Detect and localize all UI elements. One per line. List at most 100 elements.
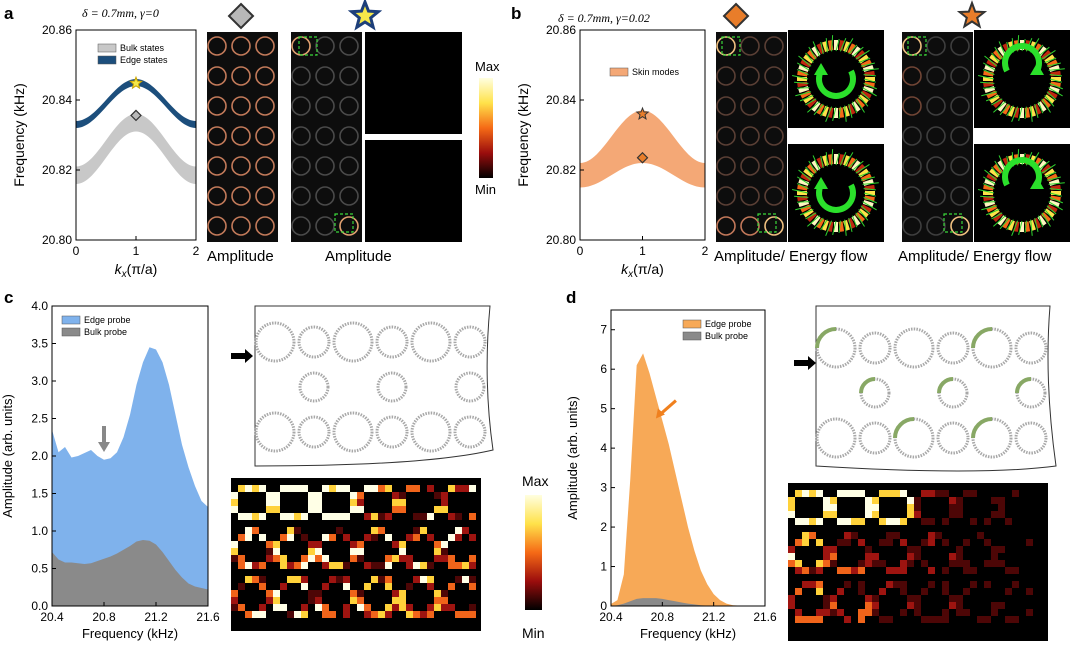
heat-cell [238, 583, 245, 590]
heat-cell [809, 532, 816, 539]
energy-flow-vector [862, 87, 877, 97]
heat-cell [795, 560, 802, 567]
heat-cell [301, 583, 308, 590]
heat-cell [907, 560, 914, 567]
skin-mode-arc [971, 327, 993, 349]
energy-flow-vector [858, 57, 871, 64]
y-tick-label: 6 [600, 362, 607, 376]
energy-flow-vector [1046, 91, 1057, 101]
heat-cell [301, 562, 308, 569]
energy-flow-vector [858, 171, 871, 178]
heat-cell [900, 518, 907, 525]
energy-flow-vector [794, 81, 809, 84]
energy-flow-vector [805, 212, 817, 220]
heat-cell [406, 555, 413, 562]
resonator-ring [339, 156, 359, 176]
heat-cell [844, 539, 851, 546]
ring-segment [822, 219, 829, 231]
resonator-ring [231, 66, 251, 86]
heat-cell [245, 527, 252, 534]
resonator-ring [764, 156, 784, 176]
resonator-ring [231, 156, 251, 176]
series-bulk-probe [611, 598, 765, 606]
resonator-ring [315, 216, 335, 236]
ring-segment [989, 54, 1000, 64]
heat-cell [956, 602, 963, 609]
lattice-ring [893, 417, 935, 459]
heat-cell [858, 490, 865, 497]
heat-cell [462, 562, 469, 569]
ring-segment [798, 179, 810, 186]
heat-cell [273, 499, 280, 506]
down-arrow-icon [98, 426, 110, 452]
energy-flow-vector [820, 219, 828, 231]
heat-cell [809, 581, 816, 588]
energy-flow-vector [985, 208, 1000, 216]
heat-cell [434, 548, 441, 555]
resonator-ring [902, 126, 922, 146]
ring-segment [862, 86, 874, 93]
heat-cell [795, 539, 802, 546]
series-edge-probe [611, 353, 765, 606]
energy-flow-vector [1049, 196, 1064, 204]
resonator-ring [207, 186, 227, 206]
heat-cell [1026, 539, 1033, 546]
heat-cell [287, 611, 294, 618]
energy-flow-vector [978, 188, 995, 194]
circulation-arrowhead-icon [814, 177, 828, 189]
heat-cell [406, 485, 413, 492]
skin-amplitude-map-right [902, 32, 973, 242]
heat-cell [462, 576, 469, 583]
ring-segment [807, 50, 817, 60]
heat-cell [371, 527, 378, 534]
heat-cell [858, 518, 865, 525]
heat-cell [949, 497, 956, 504]
heat-cell [455, 485, 462, 492]
heat-cell [385, 583, 392, 590]
y-axis-label: Frequency (kHz) [11, 83, 27, 186]
heat-cell [998, 602, 1005, 609]
heat-cell [329, 485, 336, 492]
resonator-ring [764, 126, 784, 146]
y-tick-label: 2.5 [31, 412, 48, 426]
energy-flow-vector [862, 182, 879, 185]
ring-segment [797, 70, 808, 77]
heat-cell [343, 583, 350, 590]
heat-cell [392, 590, 399, 597]
heat-cell [259, 604, 266, 611]
ring-segment [1046, 90, 1058, 99]
skin-mode-arc [859, 377, 876, 394]
heat-cell [231, 499, 238, 506]
resonator-ring [315, 186, 335, 206]
heat-cell [448, 555, 455, 562]
heat-cell [434, 506, 441, 513]
energy-flow-vector [797, 201, 810, 203]
star-marker-icon [956, 0, 988, 29]
heat-cell [858, 560, 865, 567]
energy-flow-vector [1049, 82, 1064, 90]
energy-flow-vector [820, 41, 824, 55]
energy-flow-vector [991, 52, 1000, 63]
heat-cell [963, 567, 970, 574]
panel-label-d: d [566, 288, 577, 307]
heat-cell [287, 562, 294, 569]
heat-cell [816, 581, 823, 588]
energy-flow-vector [982, 69, 995, 76]
heat-cell [357, 492, 364, 499]
energy-flow-vector [863, 188, 876, 191]
lattice-ring [254, 321, 296, 363]
heat-cell [238, 534, 245, 541]
heat-cell [315, 506, 322, 513]
heat-cell [1012, 616, 1019, 623]
resonator-ring [231, 96, 251, 116]
ring-segment [1048, 200, 1060, 207]
heat-cell [252, 527, 259, 534]
heat-cell [245, 513, 252, 520]
heat-cell [336, 485, 343, 492]
x-tick-label: 21.2 [702, 610, 726, 624]
x-tick-label: 2 [193, 244, 200, 258]
heat-cell [399, 541, 406, 548]
lattice-ring [376, 371, 408, 403]
heat-cell [844, 616, 851, 623]
x-tick-label: 0 [577, 244, 584, 258]
